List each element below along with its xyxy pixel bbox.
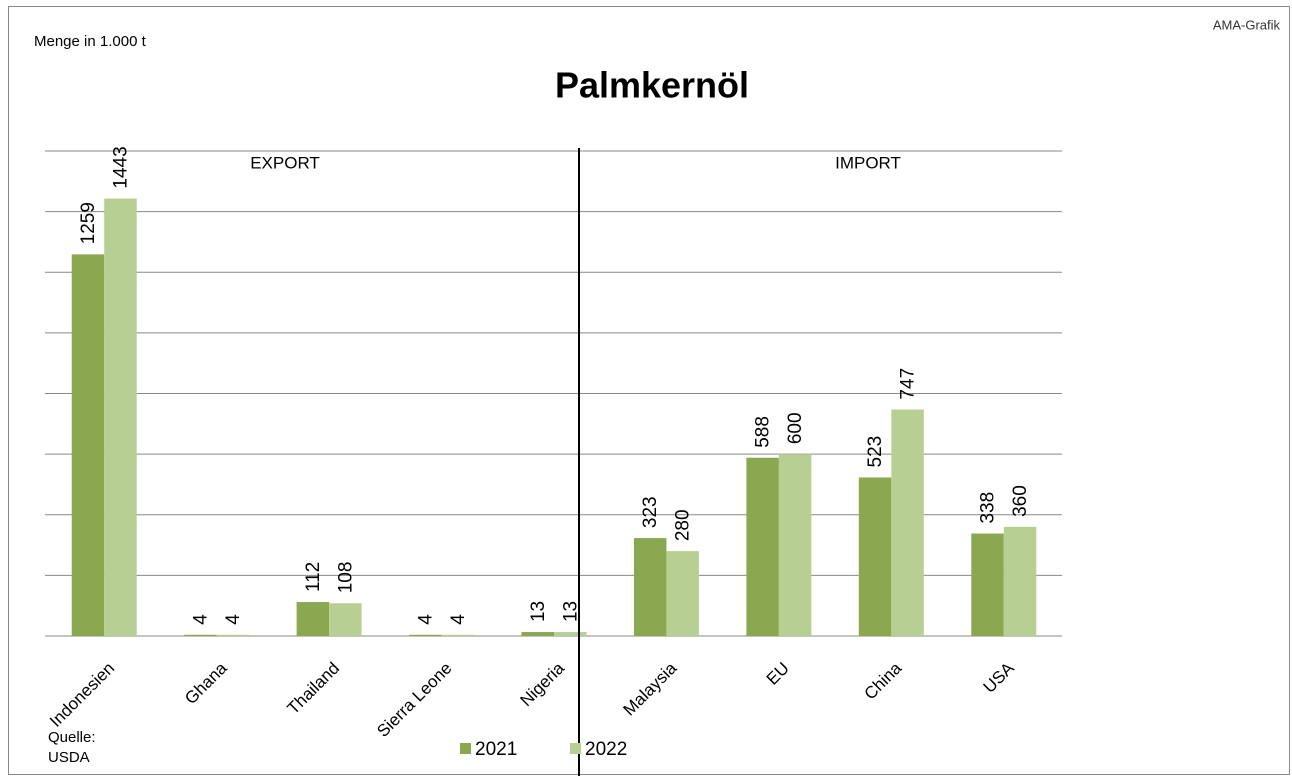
bar <box>296 602 330 636</box>
bar <box>746 457 779 636</box>
x-tick-label: China <box>860 658 905 703</box>
bar <box>891 409 924 636</box>
value-label: 13 <box>528 601 549 622</box>
value-label: 1443 <box>110 146 131 188</box>
value-label: 280 <box>673 509 694 541</box>
chart-title: Palmkernöl <box>555 65 749 106</box>
value-label: 747 <box>898 368 919 400</box>
credit: AMA-Grafik <box>1213 17 1281 32</box>
bar <box>858 477 892 636</box>
y-axis-label: Menge in 1.000 t <box>34 33 146 50</box>
legend-label: 2022 <box>585 739 627 760</box>
value-label: 588 <box>753 416 774 448</box>
value-label: 323 <box>640 496 661 528</box>
value-label: 13 <box>560 601 581 622</box>
value-label: 4 <box>190 614 211 625</box>
source: Quelle: USDA <box>48 729 96 766</box>
x-tick-label: Malaysia <box>620 658 681 719</box>
bar <box>409 634 442 636</box>
frame <box>8 6 1290 775</box>
x-tick-label: Thailand <box>284 659 344 719</box>
annotation: EXPORT <box>250 153 320 172</box>
bar <box>521 632 554 636</box>
value-label: 108 <box>335 562 356 594</box>
value-label: 523 <box>865 436 886 468</box>
bar <box>554 632 587 636</box>
x-tick-label: Ghana <box>181 658 231 708</box>
x-tick-label: EU <box>763 659 793 689</box>
value-label: 4 <box>448 614 469 625</box>
value-label: 4 <box>223 614 244 625</box>
bar <box>666 551 699 636</box>
value-label: 4 <box>415 614 436 625</box>
value-label: 360 <box>1010 485 1031 517</box>
x-tick-label: Sierra Leone <box>373 659 455 741</box>
bar <box>971 533 1004 636</box>
annotation: IMPORT <box>835 153 901 172</box>
bar <box>329 603 362 636</box>
x-tick-label: Indonesien <box>46 659 118 731</box>
bar <box>184 634 217 636</box>
bar <box>633 538 667 636</box>
value-label: 600 <box>785 412 806 444</box>
bar <box>71 254 105 636</box>
legend-label: 2021 <box>475 739 517 760</box>
x-tick-label: USA <box>980 658 1019 697</box>
value-label: 112 <box>303 562 324 592</box>
x-tick-label: Nigeria <box>516 658 568 710</box>
bar <box>104 198 137 636</box>
bar <box>1003 526 1037 636</box>
bar <box>216 634 250 636</box>
bar <box>441 634 475 636</box>
bar <box>778 454 812 636</box>
legend-swatch <box>460 743 471 754</box>
value-label: 1259 <box>78 202 99 244</box>
value-label: 338 <box>978 492 999 524</box>
legend-swatch <box>570 743 581 754</box>
